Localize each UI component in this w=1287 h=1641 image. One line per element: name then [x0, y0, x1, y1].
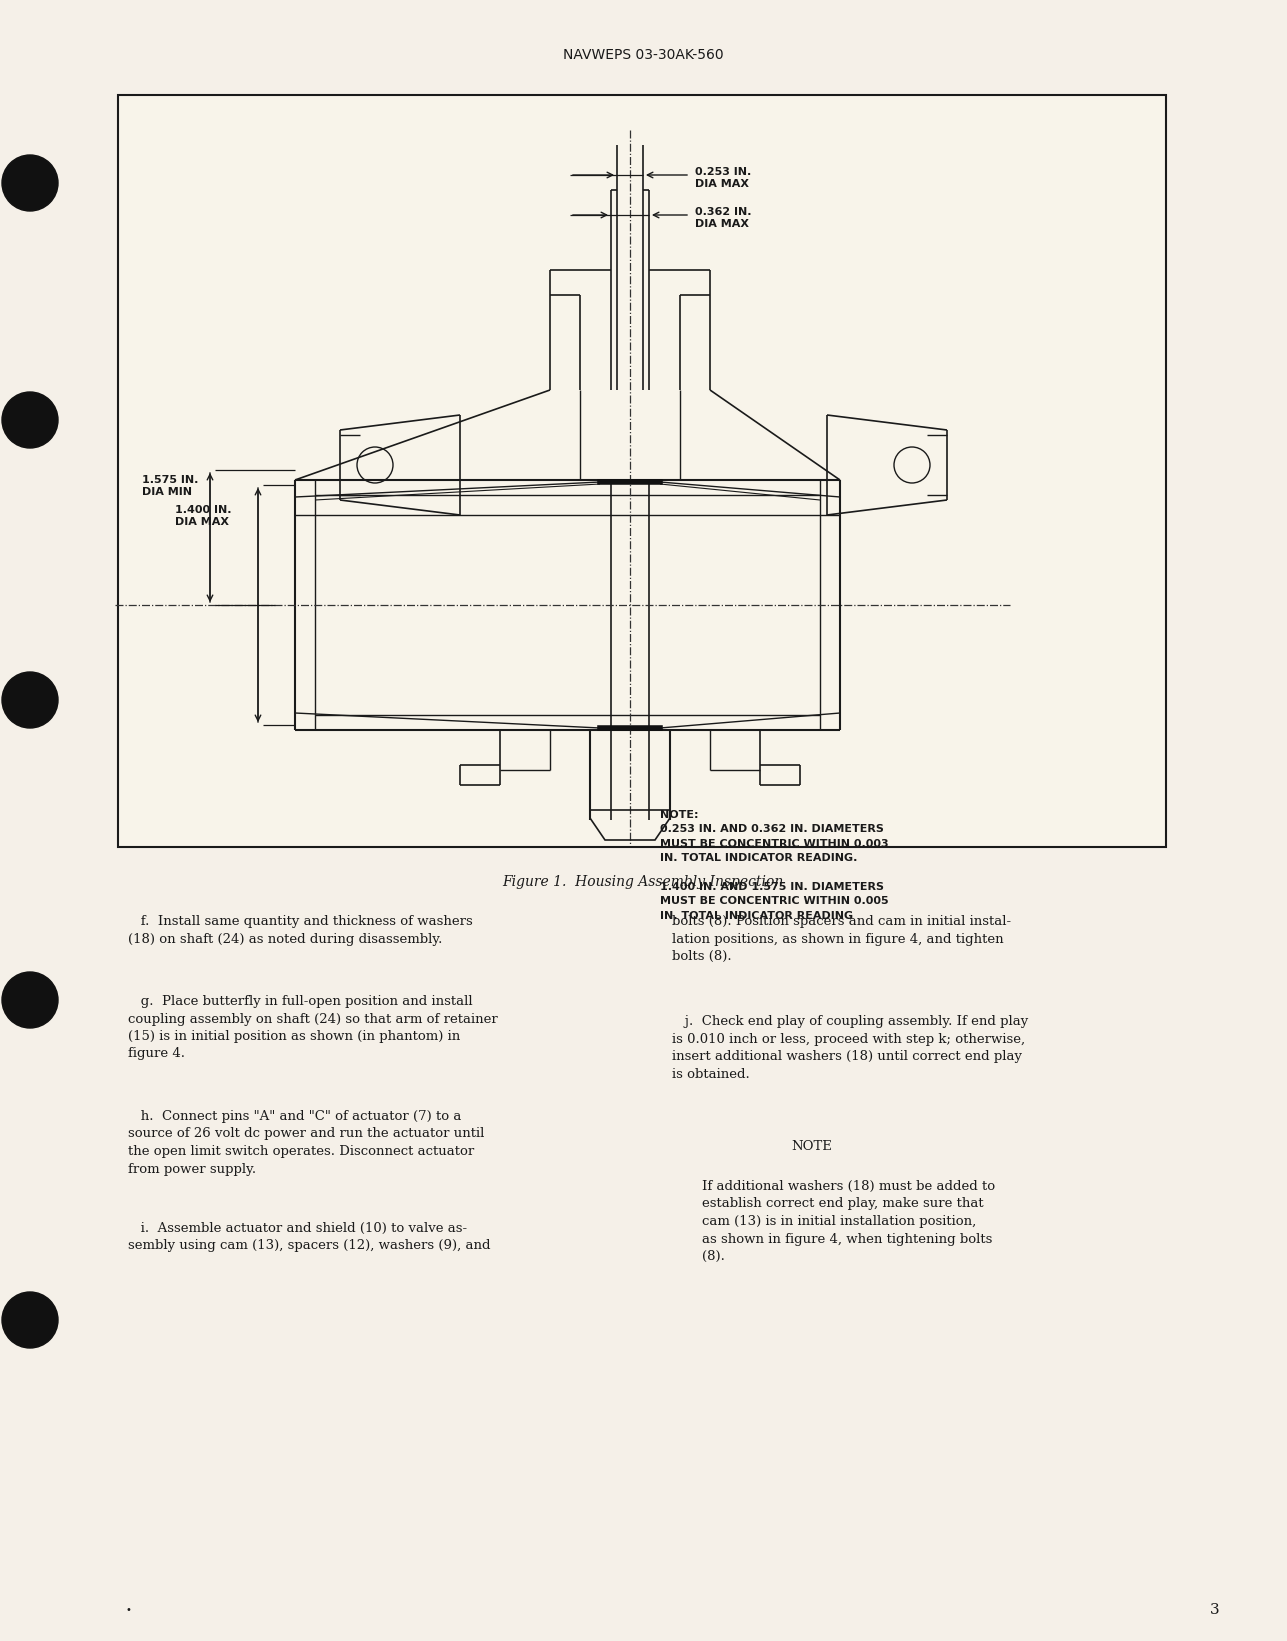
Text: j.  Check end play of coupling assembly. If end play
is 0.010 inch or less, proc: j. Check end play of coupling assembly. …: [672, 1016, 1028, 1080]
Text: i.  Assemble actuator and shield (10) to valve as-
sembly using cam (13), spacer: i. Assemble actuator and shield (10) to …: [127, 1223, 490, 1252]
Circle shape: [3, 673, 58, 729]
Text: g.  Place butterfly in full-open position and install
coupling assembly on shaft: g. Place butterfly in full-open position…: [127, 994, 498, 1060]
Bar: [118, 95, 1166, 847]
Text: 0.362 IN.
DIA MAX: 0.362 IN. DIA MAX: [695, 207, 752, 228]
Text: If additional washers (18) must be added to
establish correct end play, make sur: If additional washers (18) must be added…: [701, 1180, 995, 1264]
Text: Figure 1.  Housing Assembly Inspection: Figure 1. Housing Assembly Inspection: [502, 875, 784, 889]
Circle shape: [3, 154, 58, 212]
Text: 1.400 IN.
DIA MAX: 1.400 IN. DIA MAX: [175, 505, 232, 527]
Text: h.  Connect pins "A" and "C" of actuator (7) to a
source of 26 volt dc power and: h. Connect pins "A" and "C" of actuator …: [127, 1109, 484, 1175]
Text: •: •: [125, 1605, 131, 1615]
Text: bolts (8). Position spacers and cam in initial instal-
lation positions, as show: bolts (8). Position spacers and cam in i…: [672, 916, 1012, 963]
Text: NOTE: NOTE: [792, 1140, 833, 1154]
Text: NAVWEPS 03-30AK-560: NAVWEPS 03-30AK-560: [562, 48, 723, 62]
Text: f.  Install same quantity and thickness of washers
(18) on shaft (24) as noted d: f. Install same quantity and thickness o…: [127, 916, 472, 945]
Circle shape: [3, 392, 58, 448]
Text: NOTE:
0.253 IN. AND 0.362 IN. DIAMETERS
MUST BE CONCENTRIC WITHIN 0.003
IN. TOTA: NOTE: 0.253 IN. AND 0.362 IN. DIAMETERS …: [660, 811, 888, 921]
Text: 0.253 IN.
DIA MAX: 0.253 IN. DIA MAX: [695, 167, 752, 189]
Circle shape: [3, 971, 58, 1027]
Circle shape: [3, 1291, 58, 1347]
Text: 3: 3: [1210, 1603, 1220, 1616]
Text: 1.575 IN.
DIA MIN: 1.575 IN. DIA MIN: [142, 474, 198, 497]
